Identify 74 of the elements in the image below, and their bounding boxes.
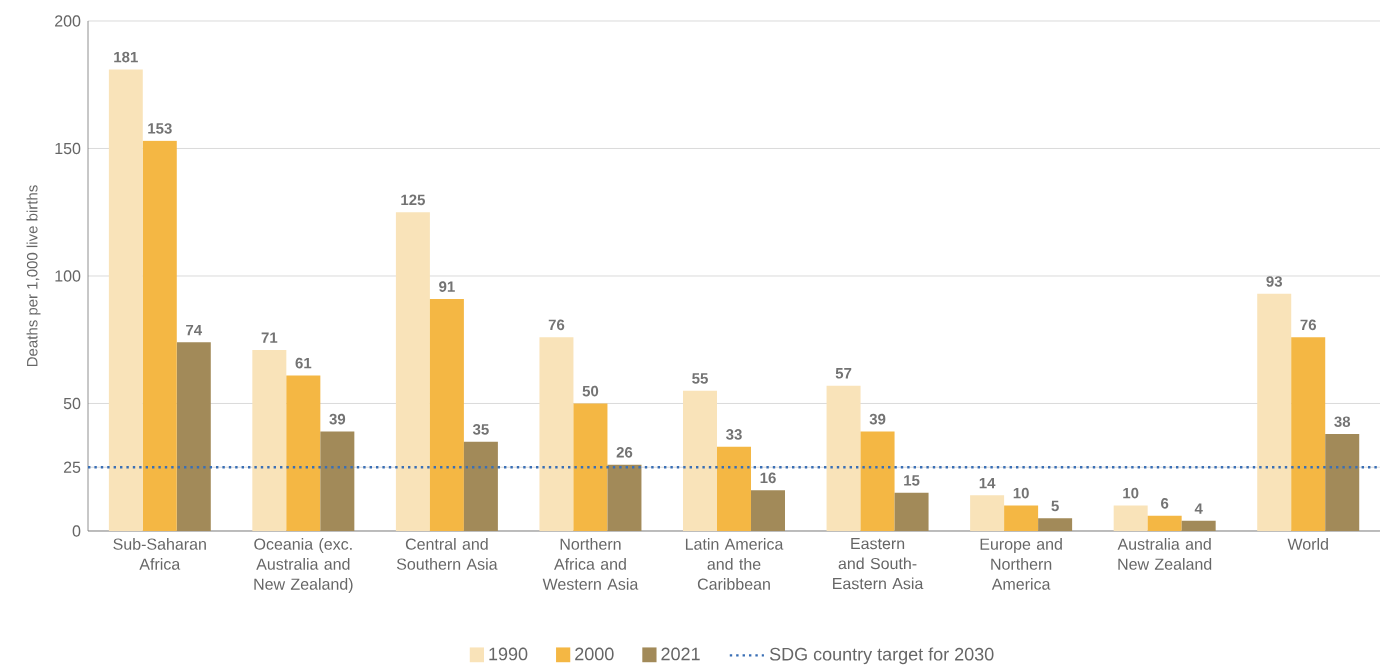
data-label: 153 (148, 123, 172, 134)
y-axis-title: Deaths per 1,000 live births (26, 185, 41, 367)
bar (463, 441, 498, 531)
bar (751, 490, 785, 531)
data-label: 26 (616, 447, 633, 458)
data-label: 76 (1300, 319, 1317, 331)
bar (1038, 518, 1073, 531)
bar (176, 342, 211, 531)
bar (1325, 434, 1360, 531)
bar (607, 464, 642, 531)
y-tick-label: 25 (63, 461, 81, 473)
bar (826, 385, 861, 531)
legend-label: 2000 (575, 647, 614, 661)
y-tick-label: 0 (72, 525, 81, 537)
bar (1113, 505, 1148, 531)
bar (142, 140, 177, 531)
x-tick-label: Oceania (exc. Australia and New Zealand) (254, 538, 353, 593)
x-tick-label: Australia and New Zealand (1117, 538, 1212, 570)
legend-label: 1990 (489, 647, 528, 661)
data-label: 71 (261, 332, 278, 343)
x-tick-label: Sub-Saharan Africa (113, 538, 206, 570)
bar (1181, 520, 1216, 531)
data-label: 39 (329, 413, 346, 425)
bar (252, 349, 287, 531)
data-label: 55 (692, 373, 708, 384)
x-tick-label: Europe and Northern America (980, 538, 1062, 590)
x-tick-label: Latin America and the Caribbean (685, 538, 784, 590)
data-label: 6 (1161, 498, 1169, 509)
bar (1257, 293, 1292, 531)
data-label: 15 (904, 475, 920, 486)
bar (320, 431, 355, 531)
data-label: 5 (1051, 500, 1059, 512)
data-label: 39 (869, 413, 886, 425)
legend-label: 2021 (661, 647, 700, 661)
data-label: 35 (472, 424, 489, 435)
data-label: 4 (1194, 503, 1203, 514)
data-label: 50 (582, 385, 599, 397)
y-tick-label: 50 (63, 397, 81, 410)
x-tick-label: Central and Southern Asia (396, 538, 498, 570)
bar (1147, 515, 1182, 531)
data-label: 14 (979, 477, 996, 489)
x-tick-label: Eastern and South-Eastern Asia (833, 538, 924, 590)
bar (108, 69, 143, 531)
data-label: 74 (186, 324, 203, 336)
bar (1291, 337, 1326, 531)
data-label: 10 (1123, 487, 1139, 499)
data-label: 93 (1266, 276, 1283, 287)
data-label: 125 (401, 194, 425, 206)
data-label: 16 (760, 472, 776, 484)
bar (573, 403, 608, 531)
x-tick-label: Northern Africa and Western Asia (542, 538, 639, 590)
bar (429, 298, 464, 531)
data-label: 33 (726, 429, 742, 440)
bar (717, 446, 752, 531)
data-label: 181 (114, 51, 138, 63)
bar (970, 495, 1005, 531)
bar (395, 212, 430, 531)
data-label: 38 (1334, 416, 1351, 428)
y-tick-label: 100 (55, 270, 81, 282)
bar (286, 375, 321, 531)
data-label: 91 (439, 281, 455, 292)
data-label: 10 (1013, 487, 1029, 499)
x-tick-label: World (1287, 538, 1328, 550)
data-label: 76 (548, 319, 565, 331)
bar (860, 431, 895, 531)
data-label: 61 (295, 357, 312, 369)
data-label: 57 (835, 368, 852, 379)
bar (894, 492, 929, 531)
legend-label: SDG country target for 2030 (769, 647, 994, 665)
y-tick-label: 150 (55, 142, 81, 155)
y-tick-label: 200 (55, 15, 81, 27)
bar (683, 390, 718, 531)
bar (1004, 505, 1039, 531)
bar (539, 337, 574, 531)
